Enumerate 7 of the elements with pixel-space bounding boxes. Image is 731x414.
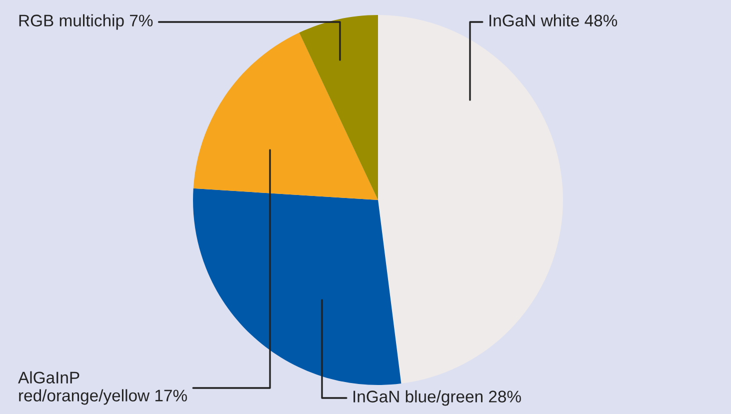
slice-label: InGaN white 48% <box>490 14 618 26</box>
slice-label: InGaN blue/green 28% <box>354 390 521 406</box>
pie-slice <box>193 188 402 385</box>
pie-slice <box>193 32 378 200</box>
slice-label: AlGaInP red/orange/yellow 17% <box>18 371 187 405</box>
pie-slice <box>299 15 378 200</box>
slice-label: RGB multichip 7% <box>19 14 153 30</box>
